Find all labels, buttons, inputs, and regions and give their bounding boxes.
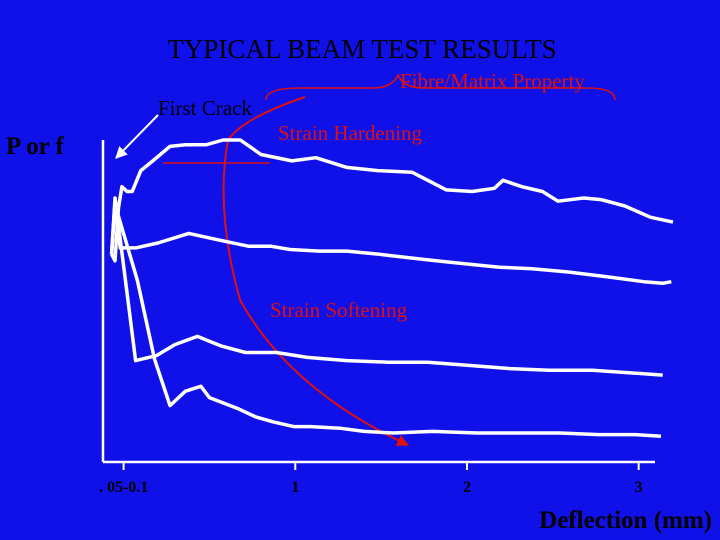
x-tick-label-2: 1 bbox=[291, 479, 299, 496]
fibre-matrix-brace bbox=[265, 73, 616, 101]
x-tick-label-4: 3 bbox=[635, 479, 643, 496]
slide-title: TYPICAL BEAM TEST RESULTS bbox=[167, 34, 556, 64]
y-axis-label: P or f bbox=[6, 133, 65, 160]
series-line-3 bbox=[109, 196, 663, 377]
series-line-4 bbox=[109, 202, 662, 438]
strain-softening-label: Strain Softening bbox=[270, 298, 408, 322]
series-line-2 bbox=[109, 201, 672, 286]
first-crack-label: First Crack bbox=[158, 96, 252, 120]
x-tick-label-3: 2 bbox=[463, 479, 471, 496]
fibre-matrix-label: Fibre/Matrix Property bbox=[400, 69, 585, 93]
series-layer bbox=[109, 138, 674, 438]
hardening-to-softening-arrow bbox=[222, 96, 410, 446]
strain-hardening-label: Strain Hardening bbox=[278, 121, 423, 145]
series-line-1 bbox=[110, 138, 674, 263]
x-axis-label: Deflection (mm) bbox=[539, 507, 712, 534]
first-crack-arrow bbox=[115, 114, 159, 159]
x-tick-label-1: . 05-0.1 bbox=[99, 479, 148, 496]
x-axis-ticks: . 05-0.1 1 2 3 bbox=[99, 462, 643, 496]
